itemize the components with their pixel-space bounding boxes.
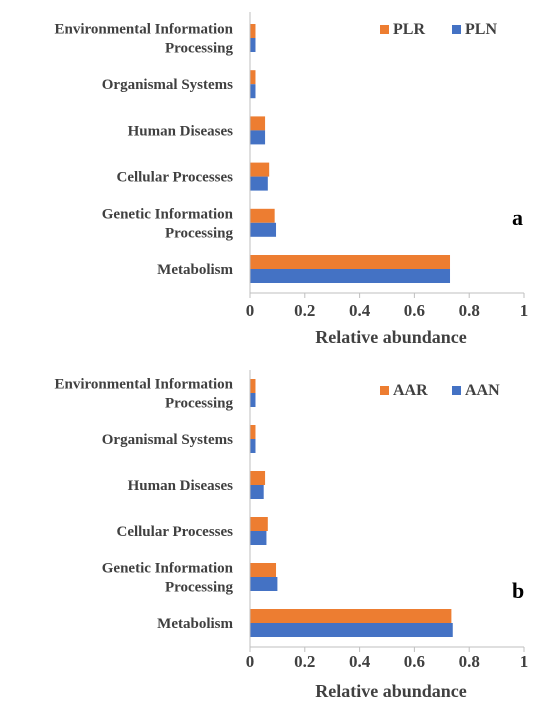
bar-pln [250,38,256,52]
bar-aan [250,393,256,407]
bar-aar [250,563,277,577]
legend-label-plr: PLR [393,21,425,38]
x-tick-label: 0.2 [294,301,315,320]
bar-pln [250,176,268,191]
bar-plr [250,70,256,85]
category-label: Processing [165,225,234,241]
bar-aan [250,531,267,545]
category-label: Organismal Systems [102,77,233,93]
bar-aar [250,517,268,531]
bar-pln [250,222,277,237]
category-label: Cellular Processes [116,170,233,186]
bar-aan [250,439,256,453]
category-label: Cellular Processes [116,524,233,540]
category-label: Human Diseases [128,123,234,139]
x-tick-label: 0.4 [349,301,371,320]
x-tick-label: 0.6 [404,652,425,671]
x-tick-label: 1 [520,301,529,320]
bar-plr [250,208,275,223]
panel-letter-b: b [512,578,524,603]
legend-label-aan: AAN [465,382,500,399]
bar-aan [250,623,453,637]
x-tick-label: 0 [246,301,255,320]
bar-plr [250,24,256,38]
x-tick-label: 0.8 [459,652,480,671]
bar-aar [250,609,452,623]
category-label: Processing [165,396,234,412]
category-label: Organismal Systems [102,432,233,448]
legend-label-pln: PLN [465,21,497,38]
bar-plr [250,255,451,269]
chart-panel-a: Environmental Information Processing Organ… [55,12,529,347]
category-label: Human Diseases [128,478,234,494]
category-label: Environmental Information [55,377,234,393]
bar-aar [250,379,256,393]
bar-aar [250,425,256,439]
chart-panel-b: Environmental Information Processing Organ… [55,370,529,701]
x-tick-label: 0.8 [459,301,480,320]
bar-plr [250,116,266,131]
legend-swatch-aan [452,386,461,395]
x-axis-title: Relative abundance [315,327,467,347]
bar-aan [250,485,264,499]
category-label: Metabolism [157,616,233,632]
category-label: Genetic Information [102,561,234,577]
category-label: Metabolism [157,262,233,278]
bar-pln [250,130,266,145]
bar-pln [250,84,256,99]
x-tick-label: 0.4 [349,652,371,671]
legend-swatch-pln [452,25,461,34]
x-tick-label: 0.2 [294,652,315,671]
category-label: Genetic Information [102,206,234,222]
legend-swatch-plr [380,25,389,34]
x-tick-label: 0 [246,652,255,671]
bar-aan [250,577,278,591]
category-label: Processing [165,41,234,57]
panel-letter-a: a [512,205,523,230]
category-label: Processing [165,580,234,596]
x-axis-title: Relative abundance [315,681,467,701]
bar-pln [250,269,451,283]
bar-aar [250,471,266,485]
legend-swatch-aar [380,386,389,395]
bar-plr [250,162,270,177]
x-tick-label: 0.6 [404,301,425,320]
legend-label-aar: AAR [393,382,428,399]
x-tick-label: 1 [520,652,529,671]
category-label: Environmental Information [55,22,234,38]
